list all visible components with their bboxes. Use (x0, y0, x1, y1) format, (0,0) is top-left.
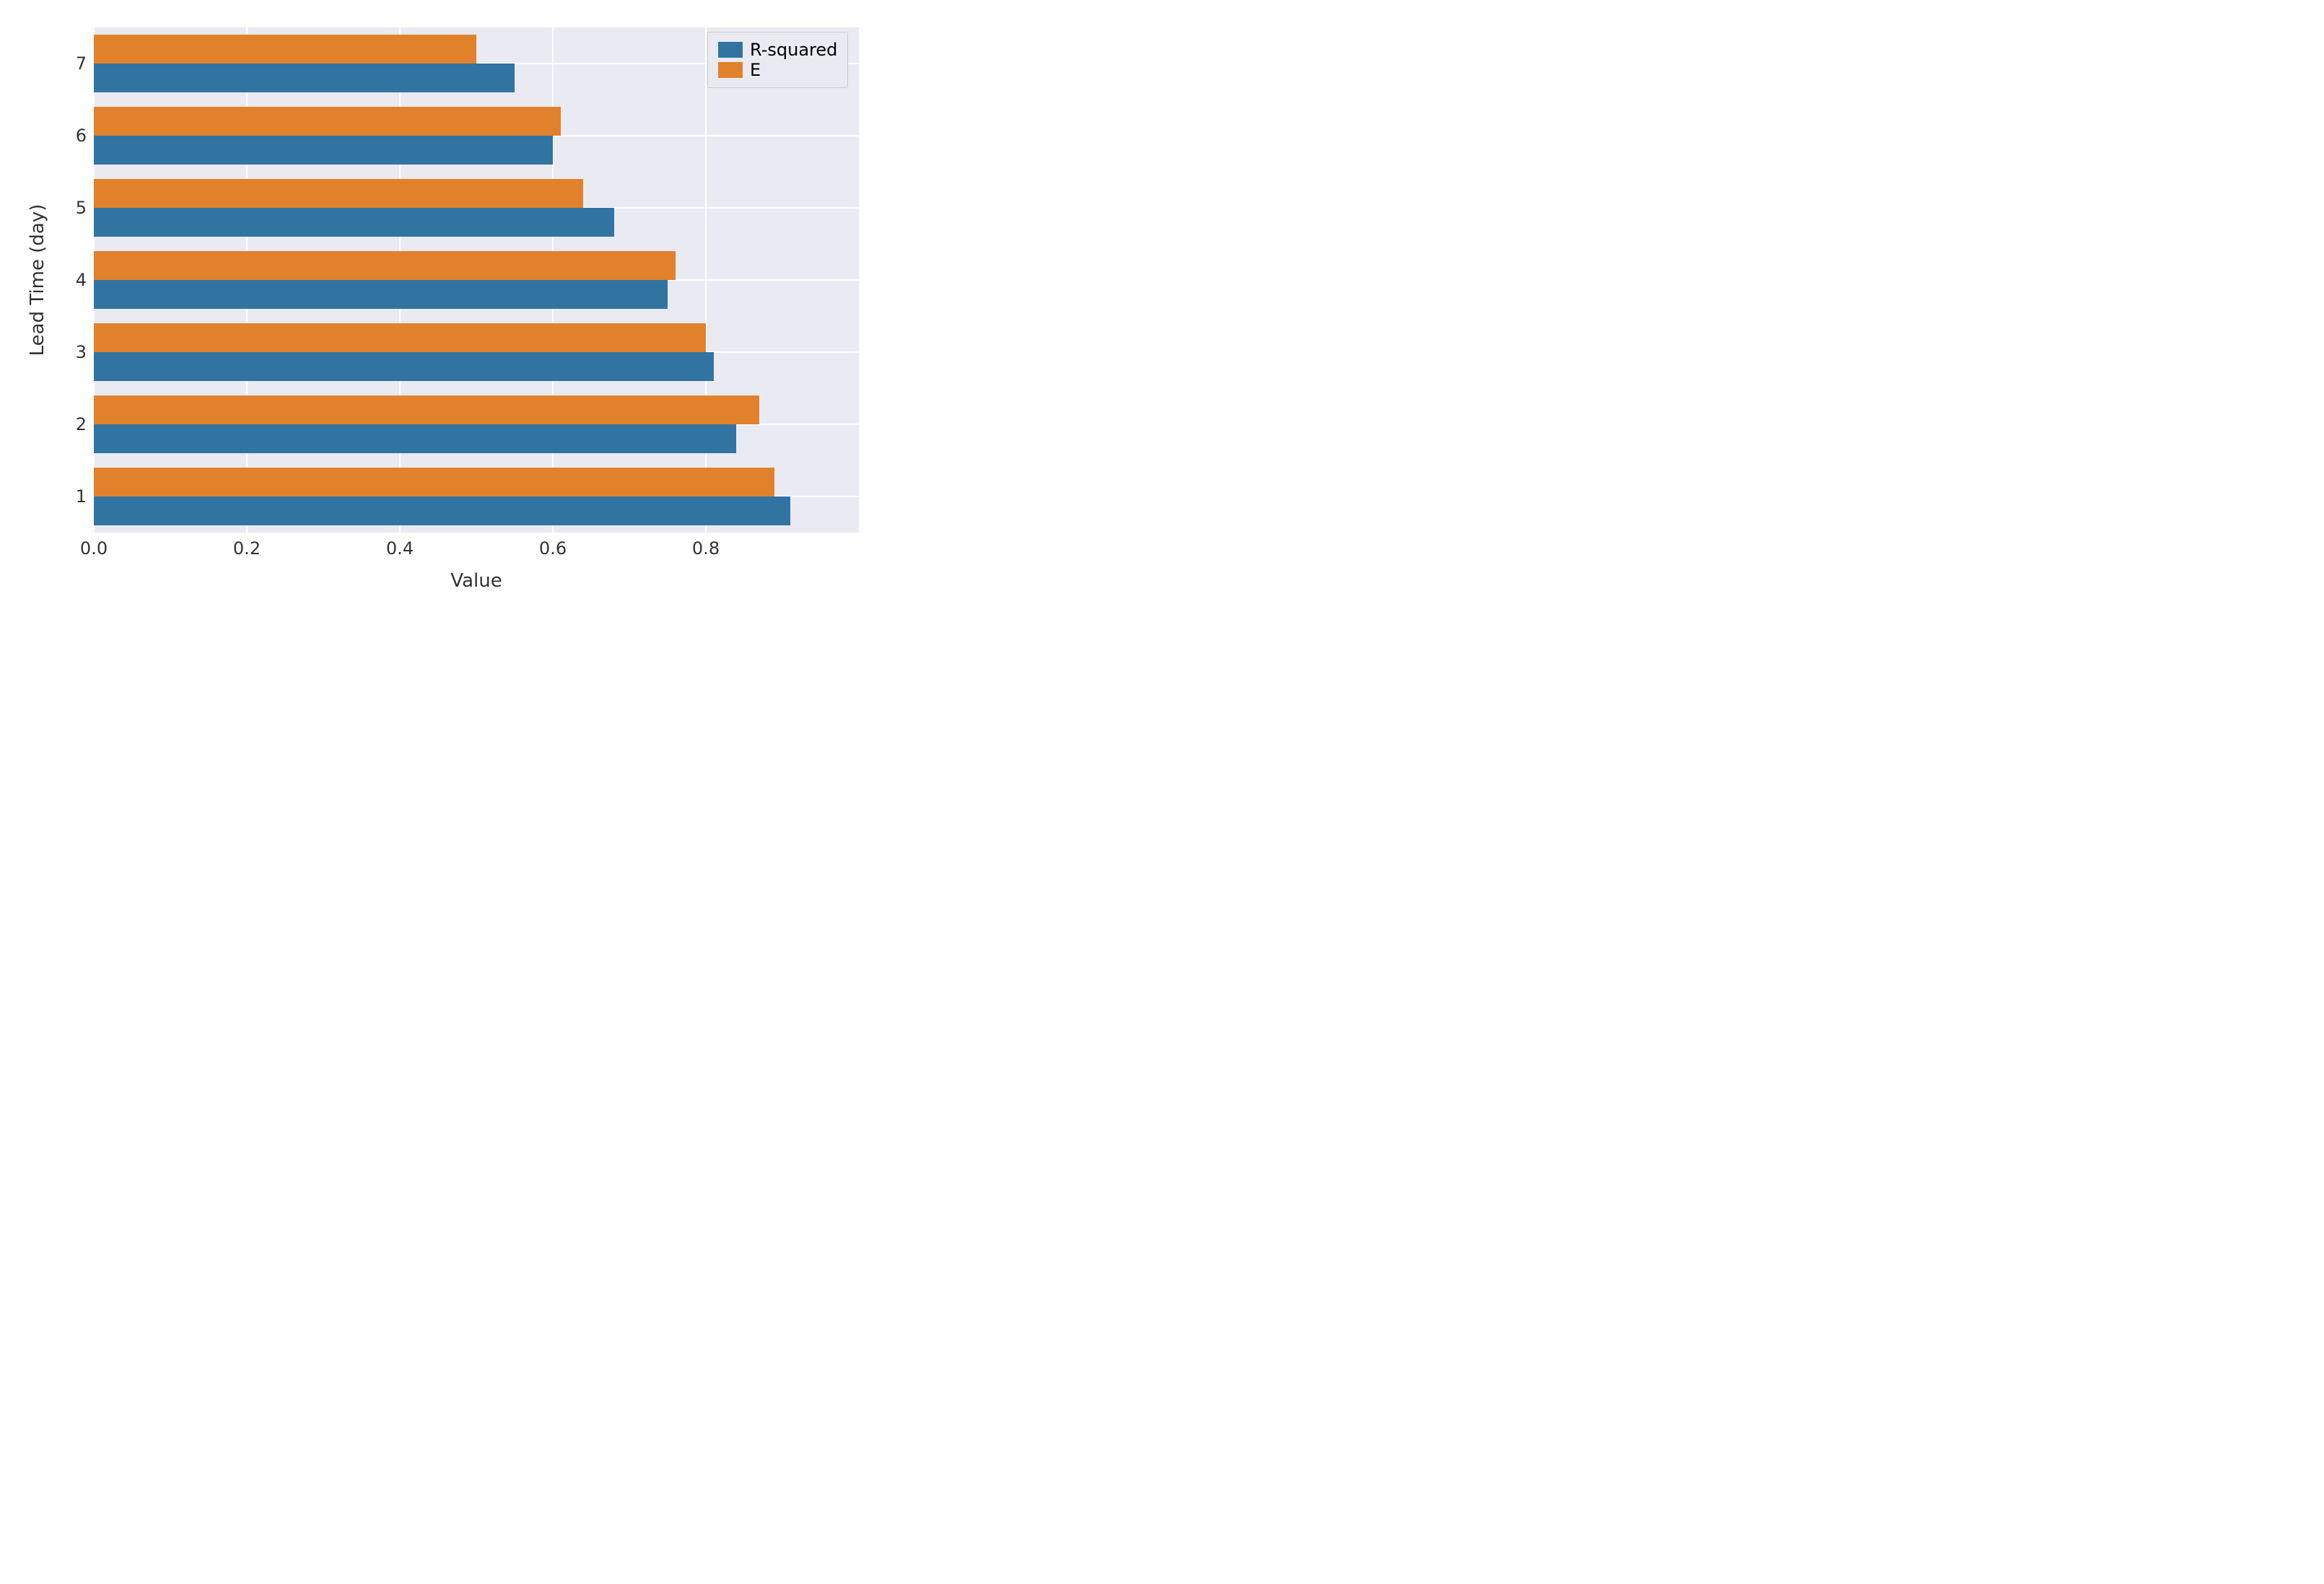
bar-e (94, 395, 759, 424)
plot-area (94, 27, 859, 533)
y-tick-label: 1 (76, 486, 94, 507)
x-tick-label: 0.0 (80, 538, 108, 559)
bar-r-squared (94, 424, 736, 453)
bar-e (94, 107, 561, 136)
y-tick-label: 2 (76, 414, 94, 434)
bar-r-squared (94, 208, 614, 237)
bar-r-squared (94, 352, 714, 381)
legend-item: R-squared (718, 40, 837, 60)
legend-swatch (718, 42, 743, 58)
y-tick-label: 7 (76, 53, 94, 74)
bar-r-squared (94, 136, 553, 165)
chart-container: Value Lead Time (day) R-squaredE 0.0 0.2 0… (14, 14, 881, 605)
y-tick-label: 6 (76, 126, 94, 146)
y-tick-label: 3 (76, 342, 94, 362)
bar-r-squared (94, 280, 668, 309)
y-tick-label: 4 (76, 270, 94, 290)
legend-item: E (718, 60, 837, 80)
y-axis-label: Lead Time (day) (27, 204, 48, 356)
bar-e (94, 179, 583, 208)
bar-e (94, 251, 676, 280)
legend: R-squaredE (707, 32, 848, 88)
bar-e (94, 323, 706, 352)
x-tick-label: 0.4 (386, 538, 414, 559)
bar-r-squared (94, 64, 515, 92)
legend-swatch (718, 62, 743, 78)
x-tick-label: 0.2 (233, 538, 261, 559)
bar-r-squared (94, 496, 790, 525)
y-tick-label: 5 (76, 198, 94, 218)
bar-e (94, 468, 774, 496)
x-tick-label: 0.8 (692, 538, 720, 559)
legend-label: R-squared (750, 40, 837, 60)
bar-e (94, 35, 476, 64)
x-axis-label: Value (450, 570, 502, 592)
x-tick-label: 0.6 (539, 538, 567, 559)
legend-label: E (750, 60, 761, 80)
